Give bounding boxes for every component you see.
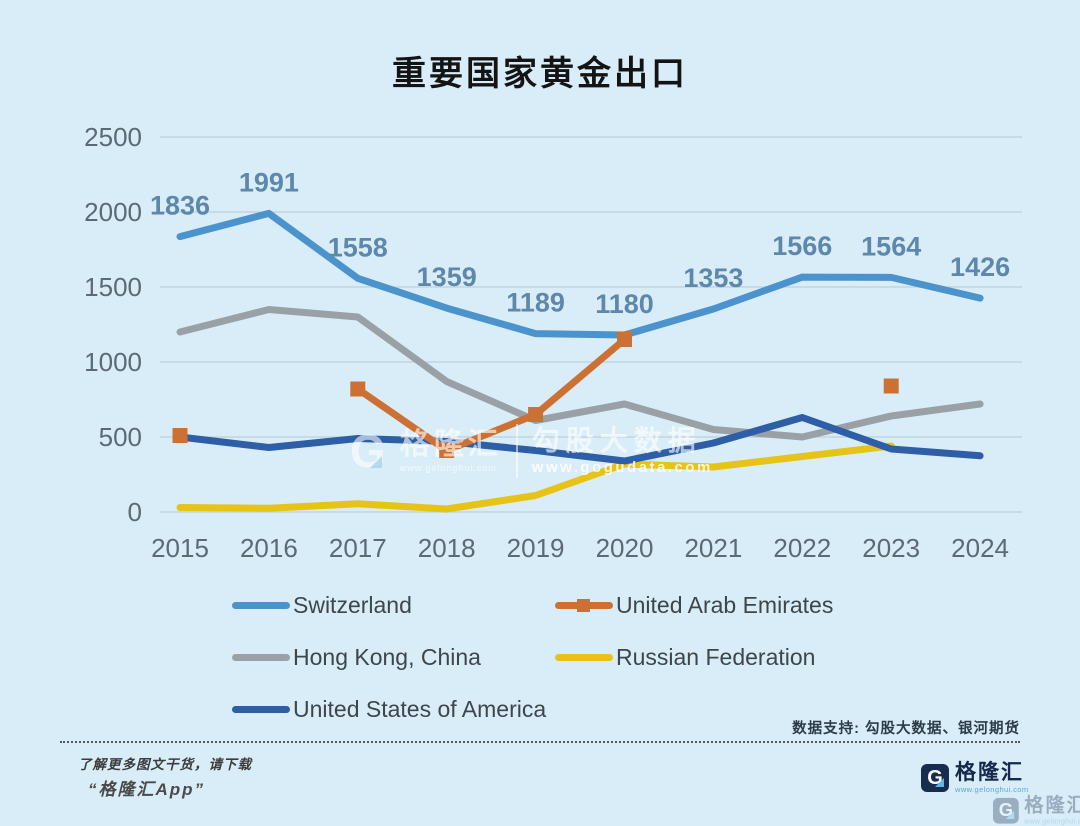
series-line-uae: [354, 336, 628, 454]
data-label-switzerland: 1189: [506, 288, 565, 318]
series-marker-uae: [883, 378, 899, 394]
data-label-switzerland: 1566: [772, 231, 832, 261]
x-tick-label: 2023: [862, 533, 920, 563]
legend-swatch-uae: [555, 598, 613, 613]
y-tick-label: 1000: [84, 347, 142, 377]
data-label-switzerland: 1836: [150, 191, 210, 221]
x-tick-label: 2024: [951, 533, 1009, 563]
data-label-switzerland: 1558: [328, 232, 388, 262]
legend-label-uae: United Arab Emirates: [616, 592, 834, 618]
data-support-note: 数据支持: 勾股大数据、银河期货: [792, 721, 1020, 737]
data-label-switzerland: 1180: [595, 289, 654, 319]
gelonghui-g-icon: G: [921, 763, 949, 792]
logo-triangle-icon: [1005, 810, 1015, 819]
legend-swatch-switzerland: [232, 598, 290, 613]
brand-name: 格隆汇: [955, 761, 1024, 784]
data-label-switzerland: 1359: [417, 262, 477, 292]
series-marker-uae: [172, 428, 188, 443]
legend-swatch-usa: [232, 702, 290, 717]
legend-item-switzerland: Switzerland: [232, 592, 555, 619]
y-tick-label: 0: [128, 497, 142, 527]
data-label-switzerland: 1991: [239, 167, 299, 197]
series-marker-uae: [350, 381, 366, 397]
footer-divider: [60, 741, 1020, 743]
legend-swatch-russia: [555, 650, 613, 665]
series-marker-uae: [439, 443, 455, 458]
brand-name: 格隆汇: [1024, 795, 1080, 817]
x-tick-label: 2017: [329, 533, 387, 563]
x-tick-label: 2015: [151, 533, 209, 563]
brand-url: www.gelonghui.com: [1024, 817, 1080, 826]
data-label-switzerland: 1353: [683, 263, 743, 293]
x-tick-label: 2018: [418, 533, 476, 563]
x-tick-label: 2021: [684, 533, 742, 563]
chart-title: 重要国家黄金出口: [392, 55, 688, 93]
legend-label-hong-kong: Hong Kong, China: [293, 644, 481, 670]
y-tick-label: 2500: [84, 122, 142, 152]
gelonghui-g-icon: G: [993, 797, 1019, 824]
series-line-usa: [176, 414, 984, 465]
logo-triangle-icon: [935, 777, 944, 787]
x-tick-label: 2020: [596, 533, 654, 563]
series-marker-uae: [528, 407, 544, 422]
legend-item-hong-kong: Hong Kong, China: [232, 644, 555, 671]
series-line-russia: [176, 442, 895, 513]
legend-item-uae: United Arab Emirates: [555, 592, 833, 619]
series-marker-uae: [617, 332, 632, 347]
legend-label-usa: United States of America: [293, 696, 547, 722]
x-tick-label: 2016: [240, 533, 298, 563]
legend-label-switzerland: Switzerland: [293, 592, 412, 618]
x-tick-label: 2022: [773, 533, 831, 563]
series-line-switzerland: [176, 209, 984, 339]
data-label-switzerland: 1426: [950, 252, 1010, 282]
legend-item-usa: United States of America: [232, 696, 555, 723]
gelonghui-brand-logo: G 格隆汇 www.gelonghui.com: [921, 762, 1029, 794]
y-tick-label: 2000: [84, 197, 142, 227]
legend-label-russia: Russian Federation: [616, 644, 816, 670]
brand-url: www.gelonghui.com: [955, 785, 1029, 794]
footer-promo-line1: 了解更多图文干货，请下载: [78, 757, 252, 772]
footer-promo-line2: “格隆汇App”: [88, 780, 206, 799]
data-label-switzerland: 1564: [861, 231, 921, 261]
x-tick-label: 2019: [507, 533, 565, 563]
y-tick-label: 1500: [84, 272, 142, 302]
legend-item-russia: Russian Federation: [555, 644, 833, 671]
brand-g-glyph: G: [998, 800, 1014, 821]
gelonghui-brand-logo-watermark: G 格隆汇 www.gelonghui.com: [993, 796, 1080, 825]
chart-legend: Switzerland United Arab Emirates Hong Kong…: [232, 592, 833, 723]
y-tick-label: 500: [99, 422, 142, 452]
legend-swatch-hong-kong: [232, 650, 290, 665]
